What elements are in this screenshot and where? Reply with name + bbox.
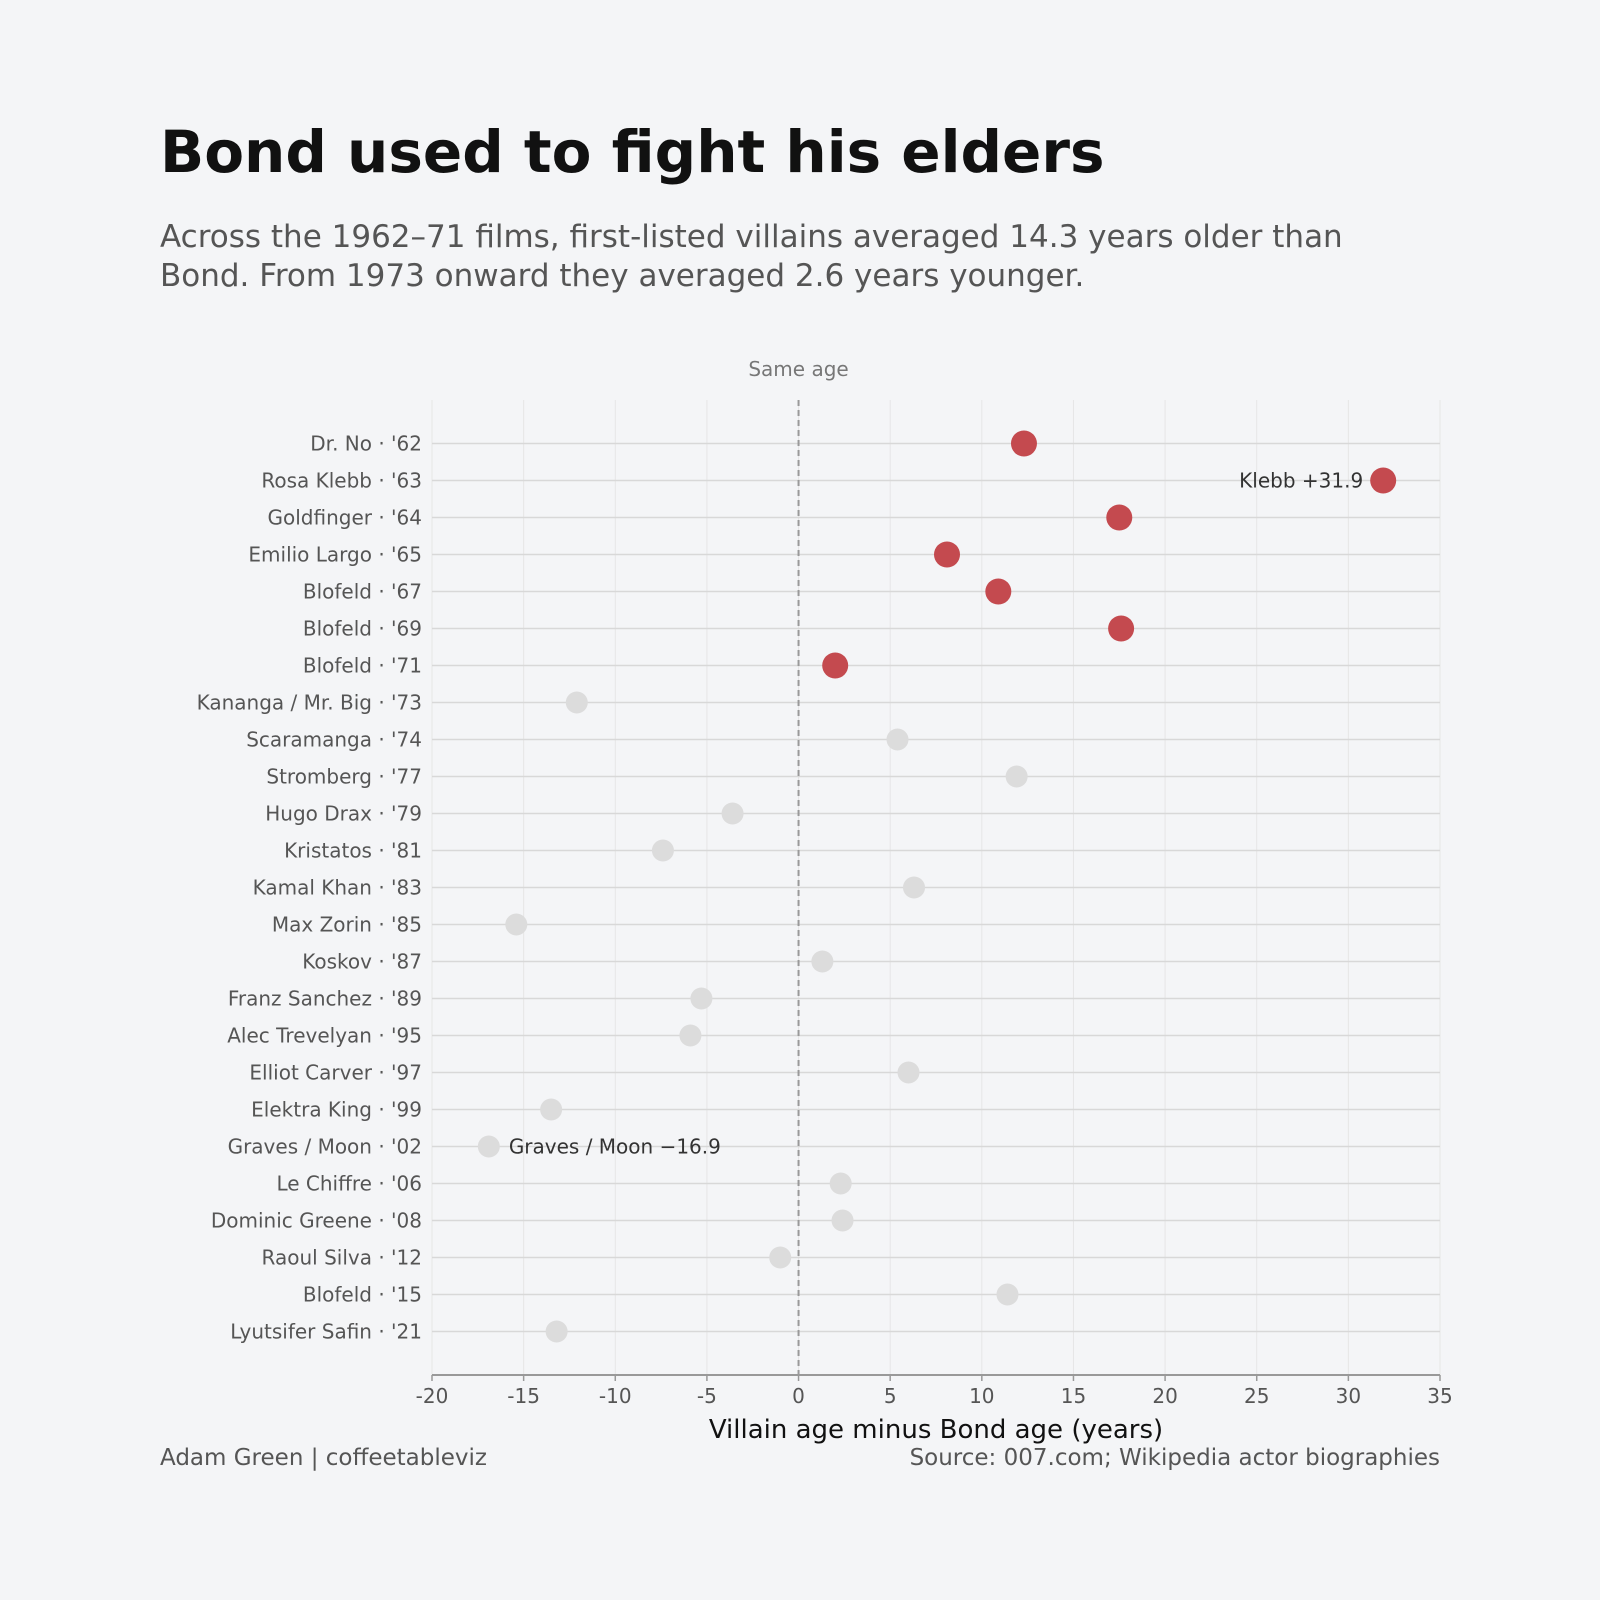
- villain-label: Scaramanga · '74: [246, 728, 422, 752]
- data-point: [679, 1024, 702, 1047]
- x-tick-label: 35: [1427, 1384, 1452, 1408]
- villain-label: Elektra King · '99: [251, 1098, 422, 1122]
- highlighted-data-point: [1108, 615, 1135, 642]
- villain-label: Kananga / Mr. Big · '73: [197, 691, 422, 715]
- x-tick-label: 0: [792, 1384, 805, 1408]
- chart-subtitle: Across the 1962–71 films, first-listed v…: [160, 219, 1343, 294]
- highlighted-data-point: [933, 541, 960, 568]
- data-point: [886, 728, 909, 751]
- villain-label: Blofeld · '71: [303, 654, 422, 678]
- villain-label: Lyutsifer Safin · '21: [230, 1320, 422, 1344]
- x-tick-label: -15: [507, 1384, 540, 1408]
- villain-label: Graves / Moon · '02: [228, 1135, 422, 1159]
- x-tick-label: 10: [969, 1384, 994, 1408]
- data-points: [477, 430, 1397, 1343]
- highlighted-data-point: [1106, 504, 1133, 531]
- credit-text: Adam Green | coffeetableviz: [160, 1445, 487, 1471]
- data-point: [651, 839, 674, 862]
- x-tick-label: -10: [599, 1384, 632, 1408]
- y-axis-labels: Dr. No · '62 Rosa Klebb · '63 Goldfinger ·…: [197, 432, 422, 1344]
- x-tick-label: 25: [1244, 1384, 1269, 1408]
- villain-label: Franz Sanchez · '89: [228, 987, 422, 1011]
- villain-label: Koskov · '87: [302, 950, 422, 974]
- villain-label: Blofeld · '15: [303, 1283, 422, 1307]
- annotations: Klebb +31.9 Graves / Moon −16.9: [509, 469, 1363, 1159]
- x-tick-label: -20: [416, 1384, 449, 1408]
- x-axis-ticks: -20 -15 -10 -5 0 5 10 15 20 25 30 35: [416, 1375, 1453, 1408]
- villain-label: Rosa Klebb · '63: [261, 469, 422, 493]
- villain-label: Goldfinger · '64: [267, 506, 422, 530]
- villain-label: Emilio Largo · '65: [248, 543, 422, 567]
- data-point: [545, 1320, 568, 1343]
- x-tick-label: -5: [697, 1384, 717, 1408]
- source-text: Source: 007.com; Wikipedia actor biograp…: [909, 1445, 1440, 1471]
- data-point: [565, 691, 588, 714]
- x-tick-label: 5: [884, 1384, 897, 1408]
- data-point: [1005, 765, 1028, 788]
- annotation-label: Klebb +31.9: [1239, 469, 1363, 493]
- villain-label: Stromberg · '77: [266, 765, 422, 789]
- data-point: [903, 876, 926, 899]
- data-point: [811, 950, 834, 973]
- highlighted-data-point: [822, 652, 849, 679]
- villain-label: Hugo Drax · '79: [265, 802, 422, 826]
- villain-label: Blofeld · '69: [303, 617, 422, 641]
- villain-label: Kristatos · '81: [284, 839, 422, 863]
- villain-label: Dr. No · '62: [310, 432, 422, 456]
- villain-label: Raoul Silva · '12: [262, 1246, 422, 1270]
- x-tick-label: 15: [1061, 1384, 1086, 1408]
- x-axis-title: Villain age minus Bond age (years): [709, 1415, 1163, 1445]
- same-age-label: Same age: [748, 357, 848, 381]
- data-point: [477, 1135, 500, 1158]
- data-point: [897, 1061, 920, 1084]
- villain-label: Alec Trevelyan · '95: [227, 1024, 422, 1048]
- data-point: [996, 1283, 1019, 1306]
- highlighted-data-point: [985, 578, 1012, 605]
- data-point: [540, 1098, 563, 1121]
- villain-label: Le Chiffre · '06: [276, 1172, 422, 1196]
- villain-label: Kamal Khan · '83: [253, 876, 422, 900]
- highlighted-data-point: [1010, 430, 1037, 457]
- x-tick-label: 20: [1152, 1384, 1177, 1408]
- data-point: [505, 913, 528, 936]
- villain-label: Blofeld · '67: [303, 580, 422, 604]
- data-point: [831, 1209, 854, 1232]
- x-tick-label: 30: [1336, 1384, 1361, 1408]
- data-point: [721, 802, 744, 825]
- villain-label: Dominic Greene · '08: [211, 1209, 422, 1233]
- villain-label: Elliot Carver · '97: [249, 1061, 422, 1085]
- annotation-label: Graves / Moon −16.9: [509, 1135, 721, 1159]
- data-point: [769, 1246, 792, 1269]
- data-point: [829, 1172, 852, 1195]
- chart-title: Bond used to fight his elders: [160, 118, 1105, 186]
- highlighted-data-point: [1370, 467, 1397, 494]
- data-point: [690, 987, 713, 1010]
- villain-label: Max Zorin · '85: [272, 913, 422, 937]
- row-lines: [432, 442, 1440, 1333]
